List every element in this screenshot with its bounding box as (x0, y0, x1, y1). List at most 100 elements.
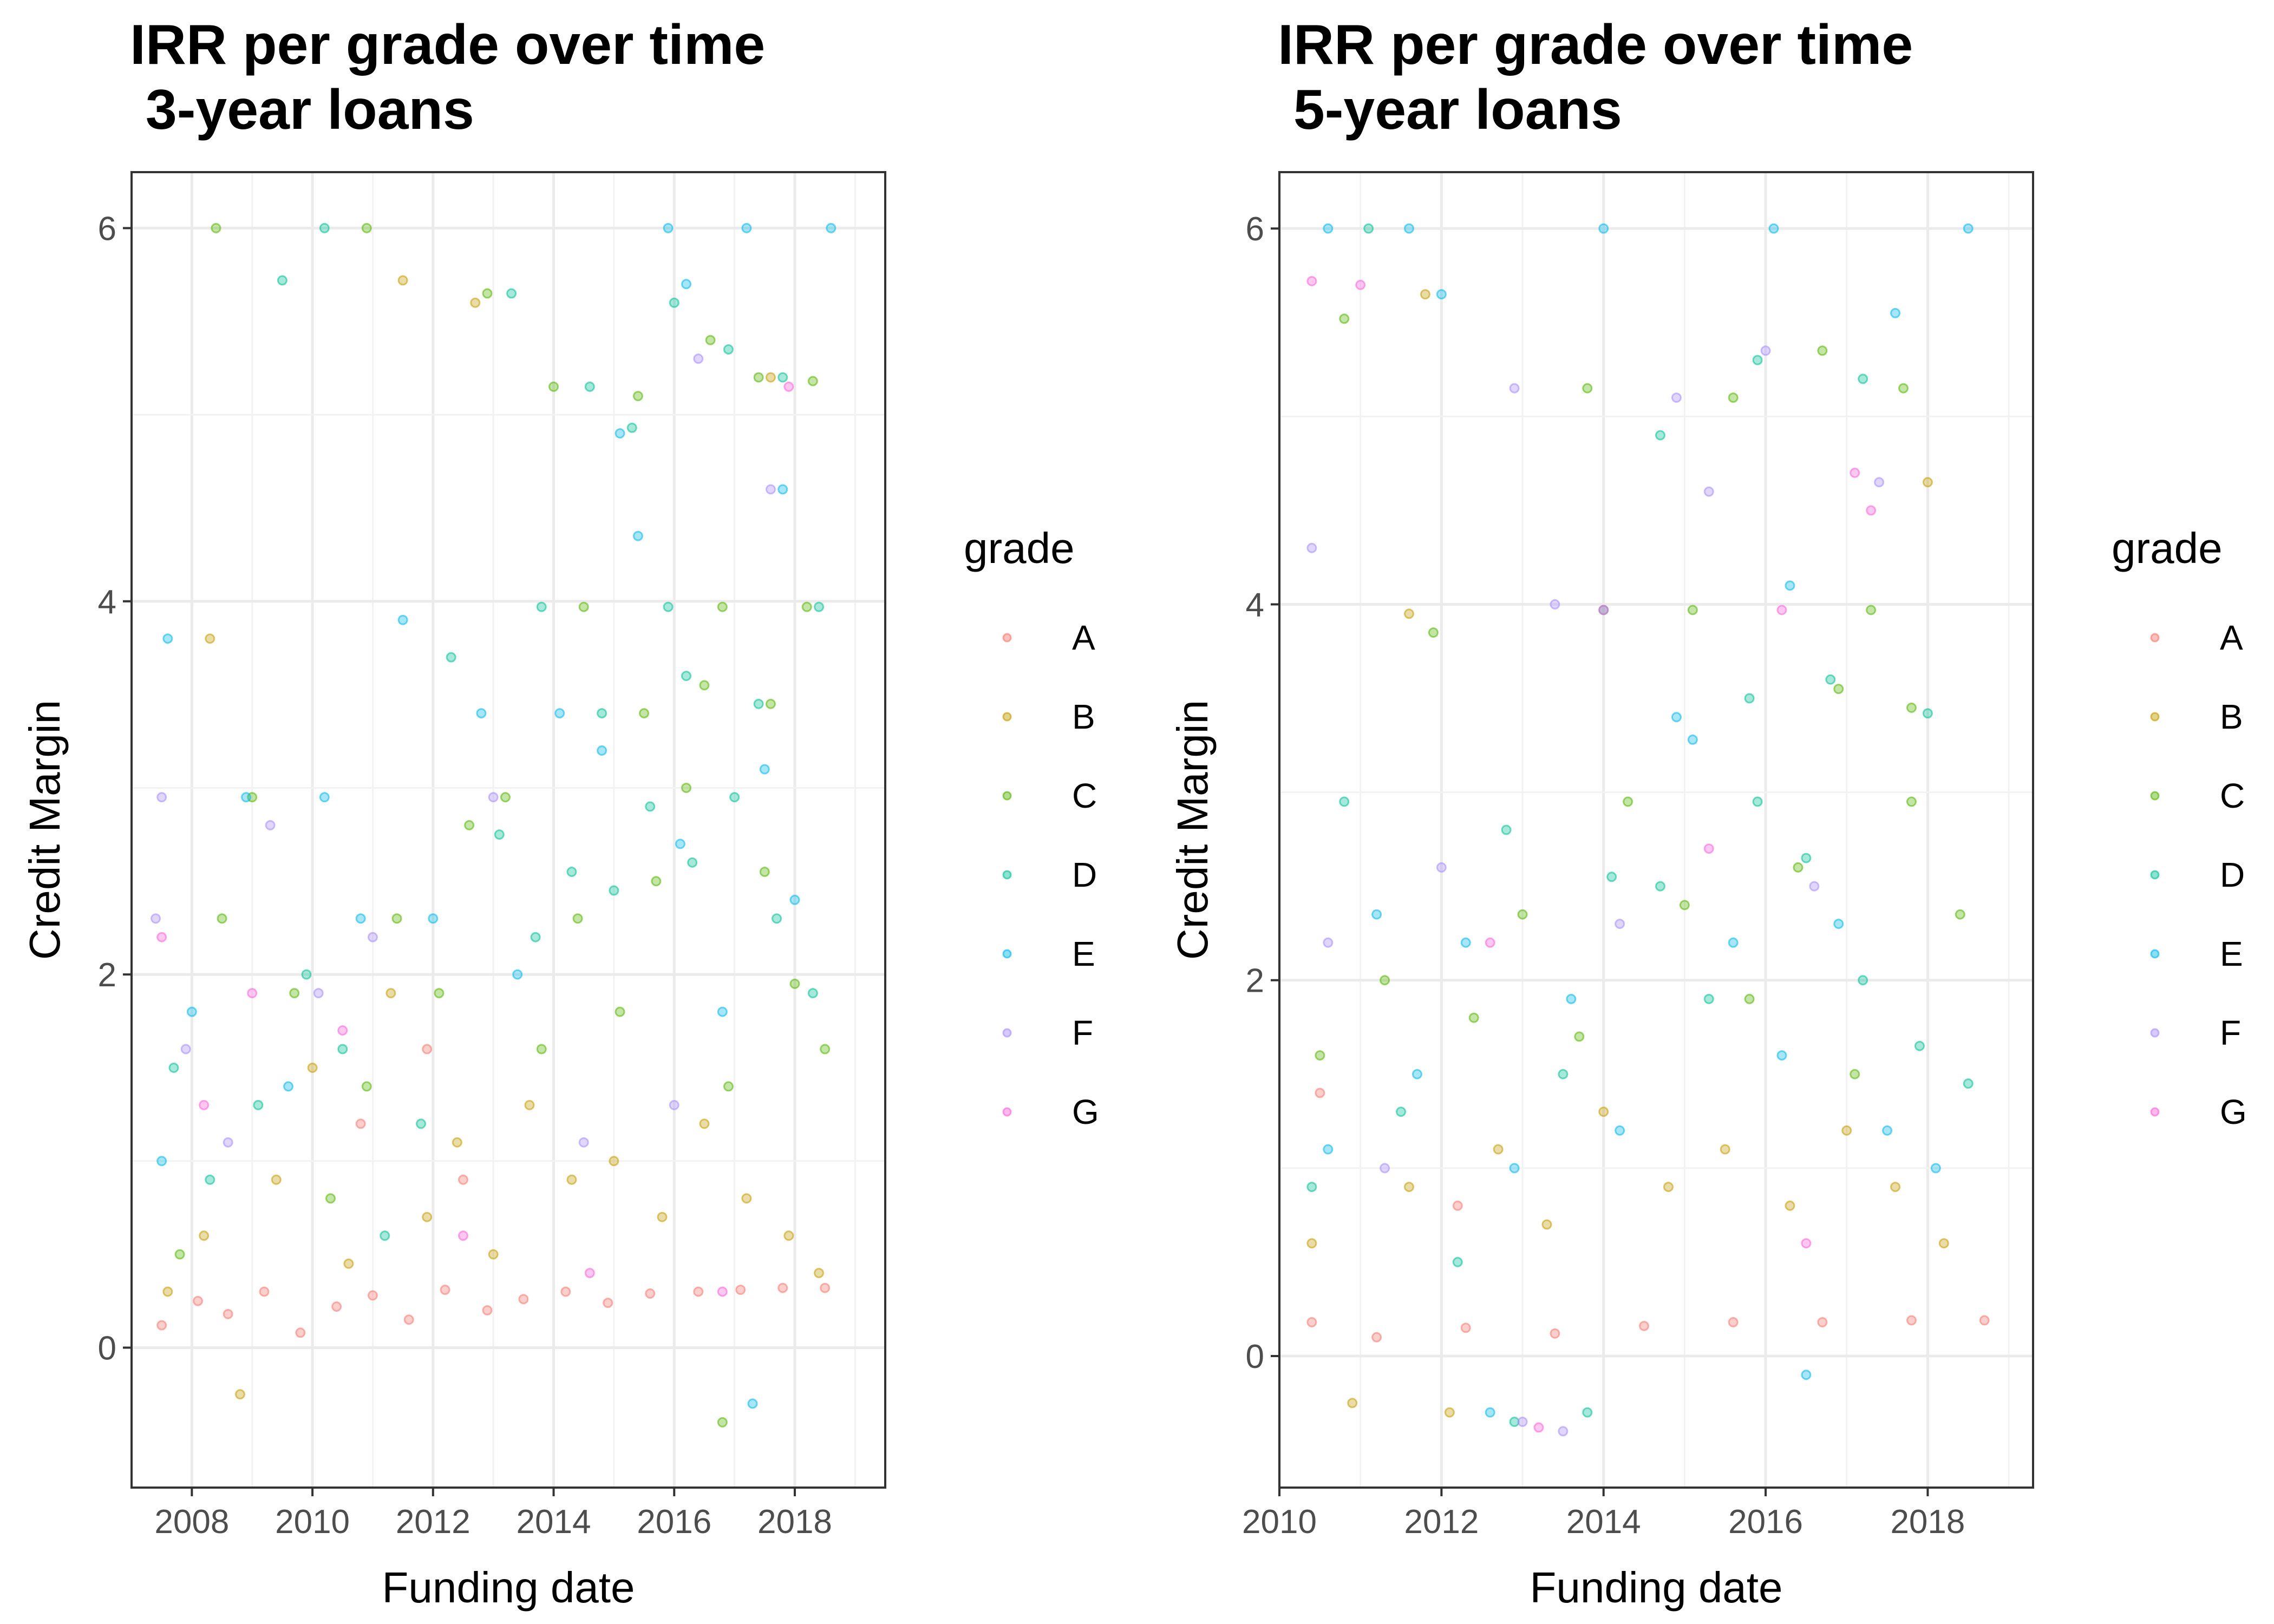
data-point-E (1323, 223, 1334, 234)
data-point-B (199, 1230, 210, 1241)
legend-key-C (2150, 791, 2160, 801)
data-point-F (1615, 919, 1625, 929)
data-point-F (1436, 862, 1447, 873)
data-point-D (1752, 796, 1763, 807)
data-point-E (428, 913, 439, 924)
data-point-C (1428, 627, 1439, 638)
data-point-B (307, 1062, 318, 1073)
x-tick-label: 2012 (1404, 1503, 1479, 1541)
data-point-D (1606, 872, 1617, 882)
data-point-F (1809, 881, 1820, 892)
data-point-F (1306, 542, 1317, 553)
chart-title-line2: 3-year loans (130, 78, 474, 141)
data-point-F (1760, 345, 1771, 356)
legend-key-F (1002, 1028, 1012, 1038)
data-point-A (693, 1286, 704, 1297)
y-tick-label: 4 (1246, 586, 1264, 624)
data-point-C (434, 988, 445, 999)
data-point-G (247, 988, 258, 999)
data-point-A (735, 1285, 746, 1295)
data-point-E (283, 1081, 294, 1092)
data-point-C (1687, 605, 1698, 615)
legend-key-E (2150, 949, 2160, 959)
data-point-B (1841, 1125, 1852, 1136)
data-point-A (603, 1298, 613, 1308)
data-point-E (1371, 909, 1382, 920)
data-point-C (1468, 1012, 1479, 1023)
data-point-E (1615, 1125, 1625, 1136)
data-point-C (789, 978, 800, 989)
data-point-C (759, 867, 770, 878)
data-point-A (156, 1320, 167, 1331)
data-point-C (548, 381, 559, 392)
data-point-C (1898, 383, 1909, 394)
data-point-D (1655, 881, 1665, 892)
legend-key-F (2150, 1028, 2160, 1038)
data-point-F (1671, 392, 1682, 403)
data-points (151, 222, 837, 1427)
data-point-D (1703, 993, 1714, 1004)
x-tick-label: 2018 (1890, 1503, 1965, 1541)
data-point-D (626, 422, 637, 433)
data-point-C (1380, 975, 1390, 986)
data-point-D (1922, 708, 1933, 719)
y-tick-label: 0 (1246, 1338, 1264, 1376)
plot-border (130, 171, 886, 1489)
data-point-A (331, 1301, 342, 1312)
legend-label-G: G (1072, 1092, 1099, 1131)
data-point-C (1850, 1069, 1860, 1079)
x-tick-label: 2012 (396, 1503, 471, 1541)
data-point-D (277, 275, 287, 286)
legend-key-C (1002, 791, 1012, 801)
legend-label-G: G (2220, 1092, 2247, 1131)
data-point-C (1955, 909, 1965, 920)
x-axis-ticks: 2008 2010 2012 2014 2016 2018 (154, 1488, 832, 1541)
data-point-B (609, 1156, 619, 1167)
data-point-A (645, 1288, 656, 1299)
data-points (1306, 223, 1990, 1437)
data-point-G (1485, 937, 1495, 948)
data-point-C (1817, 345, 1828, 356)
x-tick-label: 2014 (517, 1503, 591, 1541)
data-point-D (584, 381, 595, 392)
data-point-C (361, 222, 372, 233)
legend-label-D: D (1072, 855, 1097, 894)
data-point-C (1679, 900, 1690, 911)
data-point-C (1744, 993, 1755, 1004)
grid-lines (132, 172, 885, 1488)
data-point-A (422, 1044, 433, 1055)
data-point-E (162, 633, 173, 644)
data-point-E (355, 913, 366, 924)
legend-key-G (1002, 1107, 1012, 1117)
data-point-D (723, 344, 734, 355)
data-point-G (458, 1230, 468, 1241)
legend-label-F: F (1072, 1013, 1093, 1052)
y-axis-title: Credit Margin (21, 700, 69, 960)
data-point-D (1858, 975, 1868, 986)
data-point-C (1574, 1031, 1585, 1042)
data-point-B (699, 1118, 710, 1129)
data-point-G (156, 932, 167, 942)
data-point-F (1550, 599, 1560, 610)
data-point-E (1485, 1407, 1495, 1418)
data-point-E (1930, 1163, 1941, 1174)
data-point-F (693, 353, 704, 364)
data-point-E (1671, 712, 1682, 723)
data-point-D (669, 297, 679, 308)
plot-border (1278, 171, 2034, 1489)
data-point-A (367, 1290, 378, 1301)
data-point-G (1703, 843, 1714, 854)
legend-key-B (2150, 712, 2160, 722)
data-point-E (789, 894, 800, 905)
data-point-G (1533, 1422, 1544, 1433)
data-point-G (717, 1286, 728, 1297)
data-point-E (186, 1006, 197, 1017)
data-point-D (1914, 1040, 1925, 1051)
data-point-B (1938, 1238, 1949, 1249)
data-point-B (385, 988, 396, 999)
y-tick-label: 2 (98, 957, 116, 994)
data-point-A (1817, 1317, 1828, 1328)
data-point-B (1785, 1200, 1795, 1211)
data-point-F (1517, 1417, 1528, 1427)
data-point-E (319, 792, 330, 803)
